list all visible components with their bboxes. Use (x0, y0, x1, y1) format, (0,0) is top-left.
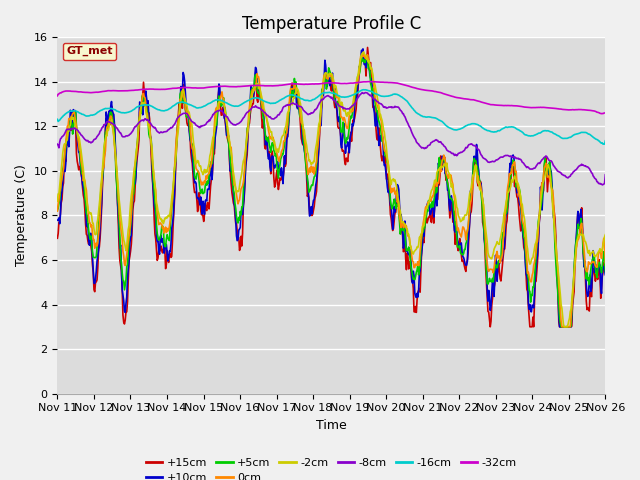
+5cm (120, 278, 127, 284)
+15cm (602, 268, 609, 274)
0cm (175, 108, 183, 113)
-16cm (120, 110, 127, 116)
-16cm (601, 141, 609, 147)
+15cm (204, 202, 212, 208)
X-axis label: Time: Time (316, 419, 347, 432)
-16cm (399, 95, 406, 101)
-2cm (399, 219, 406, 225)
-8cm (175, 113, 183, 119)
+5cm (602, 269, 609, 275)
-8cm (362, 90, 369, 96)
-32cm (415, 86, 422, 92)
+10cm (359, 46, 367, 52)
-32cm (54, 93, 61, 99)
-16cm (63, 110, 71, 116)
0cm (63, 123, 71, 129)
0cm (120, 253, 127, 259)
Line: 0cm: 0cm (58, 54, 605, 327)
+10cm (602, 272, 609, 277)
0cm (415, 263, 422, 268)
+15cm (364, 45, 371, 50)
-2cm (120, 237, 127, 243)
+15cm (63, 142, 71, 148)
-32cm (175, 85, 183, 91)
Line: -8cm: -8cm (58, 93, 605, 185)
-8cm (602, 172, 609, 178)
Line: +15cm: +15cm (58, 48, 605, 327)
-16cm (602, 138, 609, 144)
+10cm (175, 108, 183, 113)
0cm (204, 171, 212, 177)
+15cm (54, 235, 61, 241)
+5cm (557, 324, 565, 330)
-8cm (120, 134, 127, 140)
+10cm (54, 217, 61, 223)
-8cm (54, 141, 61, 147)
0cm (358, 51, 366, 57)
+10cm (415, 288, 422, 293)
+5cm (415, 272, 422, 278)
-8cm (598, 182, 606, 188)
-16cm (204, 101, 212, 107)
-8cm (63, 126, 71, 132)
Line: -2cm: -2cm (58, 52, 605, 327)
-32cm (367, 79, 374, 84)
+10cm (120, 298, 127, 303)
Line: -32cm: -32cm (58, 82, 605, 114)
Line: -16cm: -16cm (58, 90, 605, 144)
-32cm (598, 111, 605, 117)
0cm (399, 222, 406, 228)
+5cm (63, 133, 71, 139)
0cm (54, 208, 61, 214)
+15cm (415, 288, 422, 293)
0cm (602, 260, 609, 265)
-2cm (63, 137, 71, 143)
-8cm (399, 111, 406, 117)
+15cm (399, 232, 406, 238)
+15cm (175, 100, 183, 106)
+5cm (175, 110, 183, 116)
+15cm (486, 324, 494, 330)
Y-axis label: Temperature (C): Temperature (C) (15, 165, 28, 266)
-8cm (204, 119, 212, 124)
Line: +5cm: +5cm (58, 56, 605, 327)
+5cm (358, 53, 365, 59)
-8cm (415, 141, 422, 147)
-2cm (175, 115, 183, 120)
-32cm (602, 110, 609, 116)
-2cm (54, 198, 61, 204)
-2cm (561, 324, 568, 330)
-2cm (415, 242, 422, 248)
-32cm (204, 84, 212, 90)
-32cm (63, 88, 71, 94)
-2cm (360, 49, 367, 55)
-16cm (175, 100, 183, 106)
+10cm (204, 186, 212, 192)
-16cm (360, 87, 367, 93)
+5cm (54, 207, 61, 213)
+5cm (204, 180, 212, 186)
-16cm (415, 111, 422, 117)
-16cm (54, 117, 61, 122)
+15cm (120, 319, 127, 325)
Line: +10cm: +10cm (58, 49, 605, 327)
0cm (558, 324, 566, 330)
-2cm (204, 164, 212, 169)
Title: Temperature Profile C: Temperature Profile C (242, 15, 421, 33)
-32cm (120, 88, 127, 94)
-2cm (602, 232, 609, 238)
Legend: +15cm, +10cm, +5cm, 0cm, -2cm, -8cm, -16cm, -32cm: +15cm, +10cm, +5cm, 0cm, -2cm, -8cm, -16… (141, 453, 522, 480)
+5cm (399, 228, 406, 233)
-32cm (399, 82, 406, 87)
+10cm (63, 133, 71, 139)
+10cm (556, 324, 563, 330)
+10cm (399, 228, 406, 234)
